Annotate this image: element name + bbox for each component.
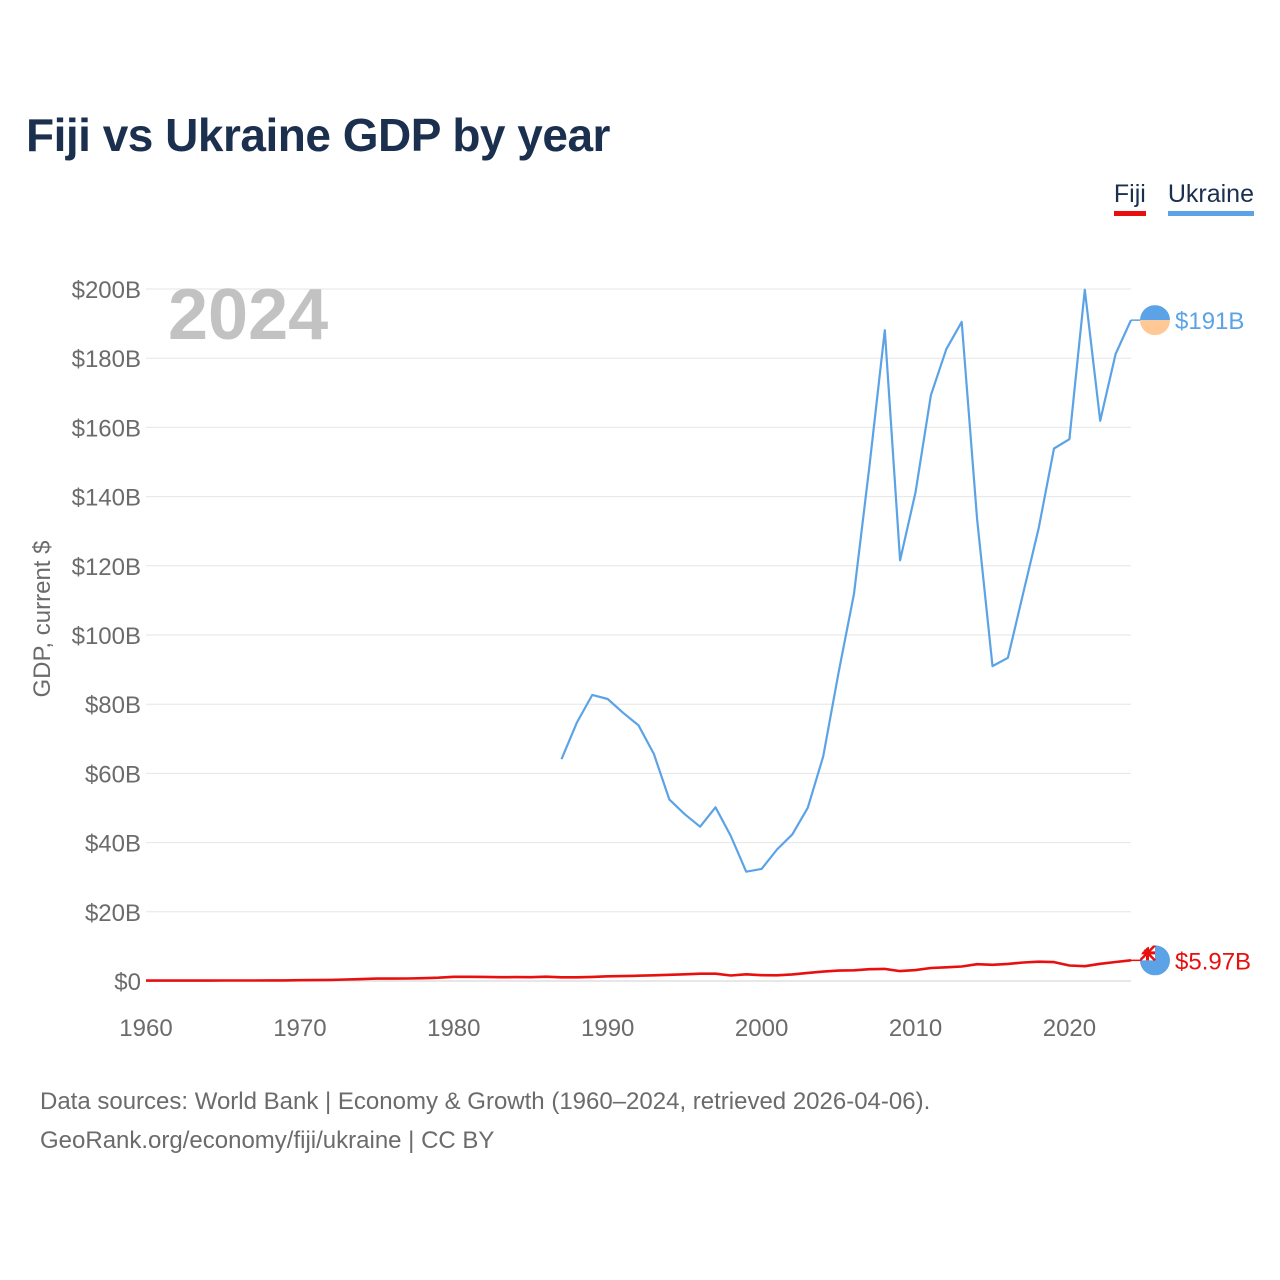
- series-lines: [146, 288, 1133, 982]
- end-value-label-fiji: $5.97B: [1175, 948, 1251, 975]
- year-watermark: 2024: [168, 275, 328, 355]
- y-axis-ticks: $0 $20B $40B $60B $80B $100B $120B $140B $160B $1…: [72, 277, 141, 996]
- x-tick-label: 1960: [119, 1015, 172, 1042]
- end-value-label-ukraine: $191B: [1175, 308, 1244, 335]
- series-line-ukraine[interactable]: [560, 288, 1133, 873]
- y-tick-label: $100B: [72, 623, 141, 650]
- source-url-text: GeoRank.org/economy/fiji/ukraine | CC BY: [40, 1127, 495, 1154]
- legend: Fiji Ukraine: [1113, 180, 1254, 216]
- y-tick-label: $160B: [72, 415, 141, 442]
- footer: Data sources: World Bank | Economy & Gro…: [40, 1082, 930, 1160]
- data-sources-text: Data sources: World Bank | Economy & Gro…: [40, 1088, 931, 1115]
- x-tick-label: 2000: [735, 1015, 788, 1042]
- fiji-flag-icon: [1140, 945, 1170, 976]
- y-tick-label: $200B: [72, 277, 141, 304]
- chart-title: Fiji vs Ukraine GDP by year: [26, 109, 610, 161]
- legend-item-ukraine[interactable]: Ukraine: [1167, 180, 1254, 216]
- y-tick-label: $140B: [72, 485, 141, 512]
- x-tick-label: 1990: [581, 1015, 634, 1042]
- x-tick-label: 1970: [273, 1015, 326, 1042]
- grid-lines: [146, 288, 1131, 982]
- x-tick-label: 1980: [427, 1015, 480, 1042]
- legend-item-fiji[interactable]: Fiji: [1113, 180, 1146, 216]
- y-tick-label: $20B: [85, 900, 141, 927]
- end-markers: $5.97B $191B: [1131, 305, 1251, 976]
- x-tick-label: 2010: [889, 1015, 942, 1042]
- series-line-fiji[interactable]: [146, 959, 1132, 982]
- ukraine-flag-icon: [1140, 305, 1170, 336]
- y-tick-label: $0: [114, 969, 141, 996]
- y-tick-label: $40B: [85, 831, 141, 858]
- y-axis-title: GDP, current $: [29, 541, 56, 698]
- y-tick-label: $60B: [85, 761, 141, 788]
- y-tick-label: $120B: [72, 554, 141, 581]
- x-tick-label: 2020: [1043, 1015, 1096, 1042]
- y-tick-label: $80B: [85, 692, 141, 719]
- x-axis-ticks: 1960 1970 1980 1990 2000 2010 2020: [119, 1015, 1096, 1042]
- y-tick-label: $180B: [72, 346, 141, 373]
